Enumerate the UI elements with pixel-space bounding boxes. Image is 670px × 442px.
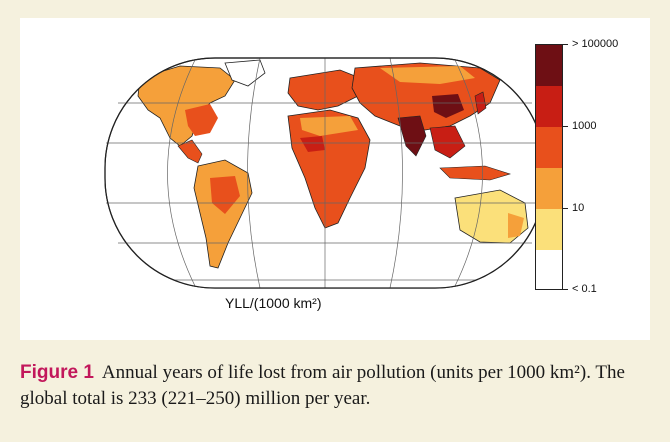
color-legend: > 100000 1000 10 < 0.1 (535, 38, 645, 295)
legend-swatch-100 (536, 127, 562, 168)
legend-label-10: 10 (572, 202, 585, 214)
africa-sahara (300, 116, 358, 136)
world-map (104, 57, 546, 289)
figure-label: Figure 1 (20, 362, 94, 383)
greenland (224, 59, 266, 87)
legend-label-max: > 100000 (572, 38, 619, 50)
central-america (177, 139, 203, 164)
east-china (432, 94, 464, 118)
africa-west (300, 136, 325, 152)
india (397, 115, 427, 157)
south-america-core (210, 176, 240, 214)
australia-east (508, 213, 524, 238)
caption-text: Annual years of life lost from air pollu… (20, 362, 625, 409)
legend-color-bar (535, 44, 563, 290)
legend-unit-label: YLL/(1000 km²) (225, 295, 322, 311)
indonesia (439, 165, 512, 181)
legend-swatch-top (536, 45, 562, 86)
legend-label-1000: 1000 (572, 120, 597, 132)
graticule (106, 57, 544, 289)
legend-swatch-1 (536, 209, 562, 250)
asia-north (380, 66, 475, 84)
legend-swatch-10 (536, 168, 562, 209)
north-america-east (185, 104, 218, 136)
figure-caption: Figure 1 Annual years of life lost from a… (20, 360, 652, 412)
legend-label-min: < 0.1 (572, 283, 597, 295)
legend-swatch-low (536, 250, 562, 289)
legend-swatch-1000 (536, 86, 562, 127)
southeast-asia (429, 125, 466, 159)
figure-panel: YLL/(1000 km²) > 100000 1000 10 < 0.1 (20, 18, 650, 340)
europe (287, 69, 361, 111)
